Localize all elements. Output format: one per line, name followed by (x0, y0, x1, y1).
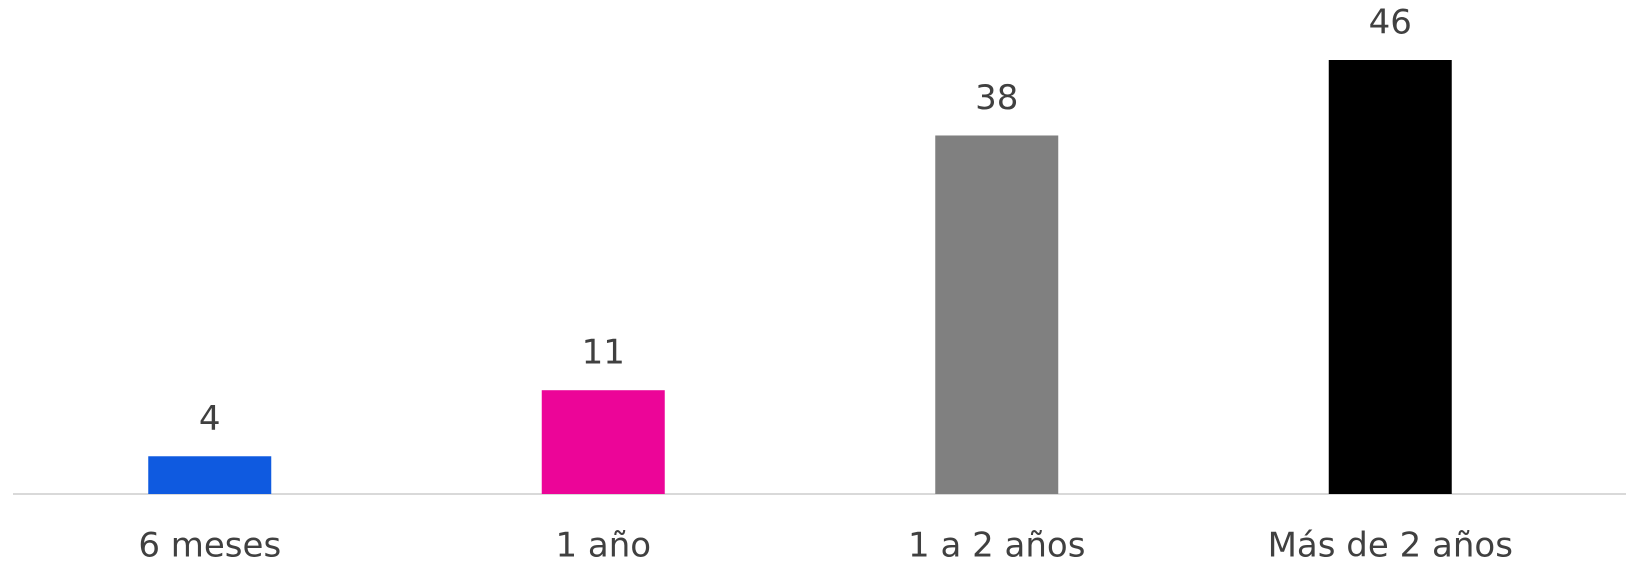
bar (541, 390, 665, 494)
bar (1328, 60, 1452, 494)
data-label: 38 (975, 78, 1018, 118)
data-label: 46 (1369, 3, 1412, 43)
x-tick-label: Más de 2 años (1268, 526, 1513, 566)
x-tick-label: 1 año (555, 526, 651, 566)
bar (148, 456, 272, 494)
bar (935, 135, 1059, 494)
data-label: 4 (199, 399, 221, 439)
x-tick-label: 6 meses (138, 526, 281, 566)
x-tick-label: 1 a 2 años (908, 526, 1085, 566)
data-label: 11 (582, 333, 625, 373)
